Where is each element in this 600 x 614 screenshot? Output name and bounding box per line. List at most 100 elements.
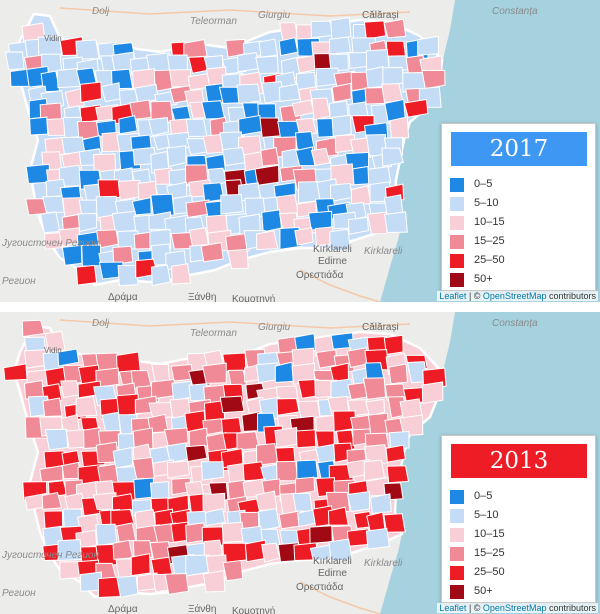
municipality-region[interactable] <box>130 553 151 577</box>
municipality-region[interactable] <box>381 83 404 104</box>
municipality-region[interactable] <box>399 414 424 437</box>
municipality-region[interactable] <box>42 195 65 213</box>
municipality-region[interactable] <box>202 492 226 514</box>
municipality-region[interactable] <box>347 216 369 235</box>
municipality-region[interactable] <box>383 211 408 234</box>
municipality-region[interactable] <box>164 573 190 595</box>
municipality-region[interactable] <box>381 147 404 167</box>
municipality-region[interactable] <box>367 166 392 188</box>
openstreetmap-link[interactable]: OpenStreetMap <box>482 603 547 613</box>
municipality-region[interactable] <box>110 508 135 527</box>
municipality-region[interactable] <box>261 542 281 563</box>
municipality-region[interactable] <box>4 51 25 71</box>
municipality-region[interactable] <box>421 69 446 90</box>
municipality-region[interactable] <box>348 51 369 70</box>
municipality-region[interactable] <box>117 264 139 287</box>
municipality-region[interactable] <box>100 82 121 103</box>
municipality-region[interactable] <box>369 493 392 514</box>
municipality-region[interactable] <box>383 18 407 39</box>
municipality-region[interactable] <box>383 334 404 356</box>
municipality-region[interactable] <box>366 511 386 532</box>
municipality-region[interactable] <box>292 492 313 512</box>
municipality-region[interactable] <box>331 82 352 103</box>
municipality-region[interactable] <box>260 146 280 167</box>
municipality-region[interactable] <box>204 507 226 527</box>
municipality-region[interactable] <box>200 241 224 263</box>
municipality-region[interactable] <box>166 460 191 479</box>
municipality-region[interactable] <box>383 513 406 533</box>
municipality-region[interactable] <box>258 38 279 58</box>
municipality-region[interactable] <box>329 36 352 55</box>
municipality-region[interactable] <box>75 264 98 286</box>
municipality-region[interactable] <box>39 211 61 234</box>
municipality-region[interactable] <box>365 398 386 417</box>
municipality-region[interactable] <box>117 179 142 201</box>
municipality-region[interactable] <box>25 163 51 185</box>
municipality-region[interactable] <box>255 55 279 75</box>
municipality-region[interactable] <box>421 381 444 405</box>
municipality-region[interactable] <box>116 351 141 373</box>
municipality-region[interactable] <box>295 429 317 449</box>
municipality-region[interactable] <box>79 81 102 103</box>
municipality-region[interactable] <box>403 98 429 118</box>
municipality-region[interactable] <box>315 349 338 369</box>
municipality-region[interactable] <box>296 459 319 480</box>
map-2017[interactable]: Dolj Teleorman Giurgiu Constanța Călăraș… <box>0 0 600 302</box>
municipality-region[interactable] <box>276 397 300 416</box>
municipality-region[interactable] <box>222 559 244 582</box>
municipality-region[interactable] <box>200 461 225 481</box>
leaflet-link[interactable]: Leaflet <box>439 603 467 613</box>
municipality-region[interactable] <box>150 193 175 216</box>
municipality-region[interactable] <box>310 147 331 166</box>
municipality-region[interactable] <box>166 442 189 464</box>
municipality-region[interactable] <box>44 428 69 451</box>
municipality-region[interactable] <box>227 479 249 501</box>
municipality-region[interactable] <box>257 507 281 531</box>
municipality-region[interactable] <box>115 522 137 543</box>
municipality-region[interactable] <box>65 429 87 449</box>
municipality-region[interactable] <box>169 69 192 88</box>
municipality-region[interactable] <box>295 146 316 167</box>
municipality-region[interactable] <box>201 362 227 384</box>
municipality-region[interactable] <box>111 210 137 233</box>
municipality-region[interactable] <box>364 444 389 466</box>
municipality-region[interactable] <box>331 114 352 138</box>
municipality-region[interactable] <box>310 20 335 39</box>
municipality-region[interactable] <box>346 490 371 513</box>
municipality-region[interactable] <box>417 35 440 56</box>
municipality-region[interactable] <box>220 193 244 215</box>
municipality-region[interactable] <box>188 427 209 448</box>
municipality-region[interactable] <box>202 569 226 593</box>
municipality-region[interactable] <box>328 538 353 562</box>
municipality-region[interactable] <box>171 380 193 401</box>
municipality-region[interactable] <box>185 444 208 463</box>
openstreetmap-link[interactable]: OpenStreetMap <box>482 291 547 301</box>
municipality-region[interactable] <box>163 427 189 448</box>
municipality-region[interactable] <box>255 490 278 511</box>
municipality-region[interactable] <box>350 185 372 206</box>
municipality-region[interactable] <box>328 53 349 72</box>
municipality-region[interactable] <box>37 36 63 57</box>
municipality-region[interactable] <box>276 460 299 482</box>
municipality-region[interactable] <box>42 397 63 418</box>
municipality-region[interactable] <box>363 459 386 482</box>
municipality-region[interactable] <box>261 209 282 233</box>
municipality-region[interactable] <box>365 527 390 550</box>
municipality-region[interactable] <box>41 491 63 510</box>
municipality-region[interactable] <box>327 506 349 526</box>
municipality-region[interactable] <box>116 575 139 599</box>
municipality-region[interactable] <box>44 330 66 353</box>
municipality-region[interactable] <box>309 525 333 545</box>
municipality-region[interactable] <box>57 348 80 367</box>
municipality-region[interactable] <box>388 363 408 385</box>
municipality-region[interactable] <box>255 230 279 251</box>
municipality-region[interactable] <box>255 362 278 384</box>
municipality-region[interactable] <box>39 465 64 483</box>
municipality-region[interactable] <box>118 115 138 135</box>
municipality-region[interactable] <box>274 426 300 449</box>
municipality-region[interactable] <box>95 523 118 547</box>
map-2013[interactable]: Dolj Teleorman Giurgiu Constanța Călăraș… <box>0 312 600 614</box>
municipality-region[interactable] <box>315 414 336 435</box>
municipality-region[interactable] <box>388 430 410 450</box>
municipality-region[interactable] <box>294 227 314 246</box>
